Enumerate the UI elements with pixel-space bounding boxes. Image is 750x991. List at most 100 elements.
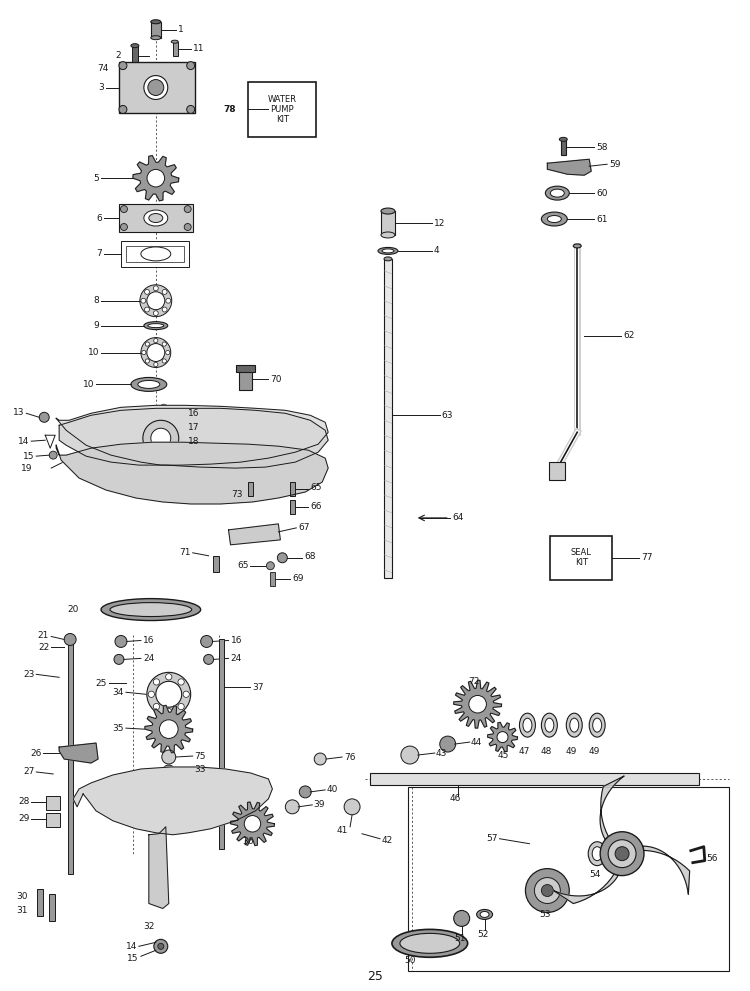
Ellipse shape [548,215,561,223]
Polygon shape [145,706,193,753]
Text: 70: 70 [271,375,282,384]
Text: 73: 73 [231,490,242,498]
Bar [46,796,60,810]
Circle shape [148,79,164,95]
Circle shape [153,679,160,685]
Text: 16: 16 [230,636,242,645]
Text: 25: 25 [95,679,107,688]
Text: 78: 78 [223,105,236,114]
Ellipse shape [384,257,392,261]
Text: SEAL
KIT: SEAL KIT [571,548,592,568]
Circle shape [615,846,629,860]
Circle shape [299,786,311,798]
Bar [248,482,254,496]
Text: 43: 43 [436,748,447,757]
Bar [172,42,178,55]
Circle shape [535,878,560,904]
Circle shape [145,307,149,312]
Polygon shape [229,524,280,545]
Ellipse shape [144,210,168,226]
Ellipse shape [542,212,567,226]
Text: 44: 44 [471,737,482,746]
Circle shape [178,679,184,685]
Text: 5: 5 [93,173,99,182]
Text: 35: 35 [112,723,124,732]
Circle shape [146,342,149,346]
Ellipse shape [161,404,166,406]
Text: 65: 65 [310,483,322,492]
Text: 76: 76 [344,752,355,761]
Circle shape [608,839,636,867]
Circle shape [184,224,191,231]
Circle shape [314,753,326,765]
Ellipse shape [617,844,625,856]
Circle shape [178,704,184,710]
Ellipse shape [542,714,557,737]
Ellipse shape [400,934,460,953]
Text: 16: 16 [142,636,154,645]
Text: 68: 68 [304,552,316,561]
Circle shape [154,939,168,953]
Ellipse shape [592,846,602,860]
Ellipse shape [378,248,398,255]
Text: 28: 28 [18,798,29,807]
Ellipse shape [110,603,192,616]
Text: 74: 74 [98,64,109,73]
Circle shape [401,746,418,764]
Text: 64: 64 [453,513,464,522]
Text: 17: 17 [188,423,200,432]
Ellipse shape [141,247,171,261]
Circle shape [119,61,127,69]
Circle shape [526,869,569,913]
Bar [238,369,253,390]
Bar [290,482,296,496]
Text: 24: 24 [230,654,242,663]
Ellipse shape [161,432,166,434]
Circle shape [115,635,127,647]
Circle shape [497,731,508,742]
Circle shape [278,553,287,563]
Bar [38,889,44,917]
Circle shape [187,61,195,69]
Text: 47: 47 [519,746,530,755]
Circle shape [454,911,470,927]
Ellipse shape [381,208,395,214]
Ellipse shape [392,930,468,957]
Circle shape [114,654,124,664]
Circle shape [147,344,165,362]
Text: 10: 10 [88,348,99,357]
Text: 26: 26 [30,748,41,757]
Polygon shape [59,743,98,763]
Circle shape [162,750,176,764]
Bar [161,433,166,449]
Circle shape [162,307,167,312]
Circle shape [141,298,146,303]
Text: 12: 12 [433,218,445,228]
Text: 3: 3 [98,83,104,92]
Ellipse shape [148,213,163,223]
Text: 69: 69 [292,574,304,583]
Circle shape [140,284,172,317]
Circle shape [147,672,190,716]
Text: 15: 15 [128,953,139,963]
Text: 60: 60 [596,188,608,197]
Circle shape [39,412,50,422]
Text: 42: 42 [382,836,393,845]
Circle shape [542,885,554,897]
Bar [151,22,160,38]
Text: 55: 55 [614,867,625,876]
Polygon shape [56,442,328,504]
Ellipse shape [476,910,493,920]
Ellipse shape [161,418,166,420]
Polygon shape [148,826,169,909]
Bar [290,500,296,514]
Circle shape [141,338,171,368]
Bar [561,140,566,156]
Circle shape [184,205,191,212]
Circle shape [154,339,158,343]
Text: 66: 66 [310,502,322,511]
Text: 18: 18 [188,437,200,446]
Text: 75: 75 [195,751,206,760]
Text: 48: 48 [541,746,552,755]
Ellipse shape [523,718,532,732]
